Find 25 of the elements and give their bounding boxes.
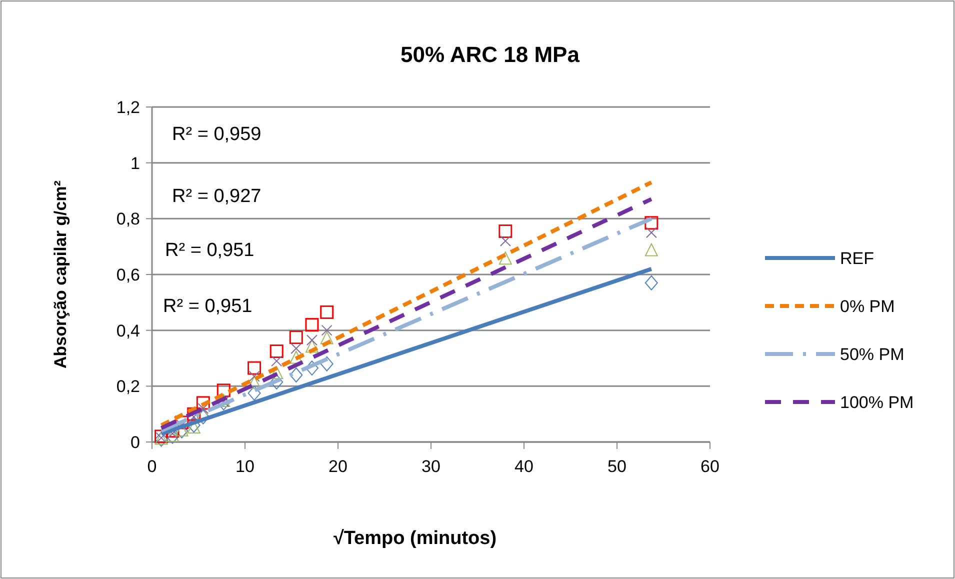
legend-label: 100% PM xyxy=(840,392,914,412)
legend-label: REF xyxy=(840,248,874,268)
chart-title: 50% ARC 18 MPa xyxy=(400,42,580,67)
x-tick-label: 40 xyxy=(514,457,534,476)
legend-label: 50% PM xyxy=(840,344,904,364)
y-tick-label: 0 xyxy=(130,432,140,452)
annotation: R² = 0,951 xyxy=(163,296,252,317)
y-tick-label: 0,2 xyxy=(116,377,140,396)
y-tick-label: 0,6 xyxy=(116,265,140,284)
legend-label: 0% PM xyxy=(840,296,895,316)
x-tick-label: 0 xyxy=(147,457,157,476)
x-tick-label: 30 xyxy=(422,457,440,476)
y-tick-label: 1,2 xyxy=(116,98,140,117)
annotation: R² = 0,951 xyxy=(165,240,254,261)
annotation: R² = 0,927 xyxy=(172,186,262,207)
x-tick-label: 60 xyxy=(700,457,720,476)
annotation: R² = 0,959 xyxy=(172,124,262,145)
y-tick-label: 1 xyxy=(130,154,140,173)
x-axis-title: √Tempo (minutos) xyxy=(333,528,497,549)
y-tick-label: 0,4 xyxy=(116,321,140,340)
x-tick-label: 10 xyxy=(236,457,254,476)
y-axis-title: Absorção capilar g/cm² xyxy=(51,180,70,369)
x-tick-label: 50 xyxy=(608,457,626,476)
y-tick-label: 0,8 xyxy=(116,210,140,229)
x-tick-label: 20 xyxy=(328,457,348,476)
